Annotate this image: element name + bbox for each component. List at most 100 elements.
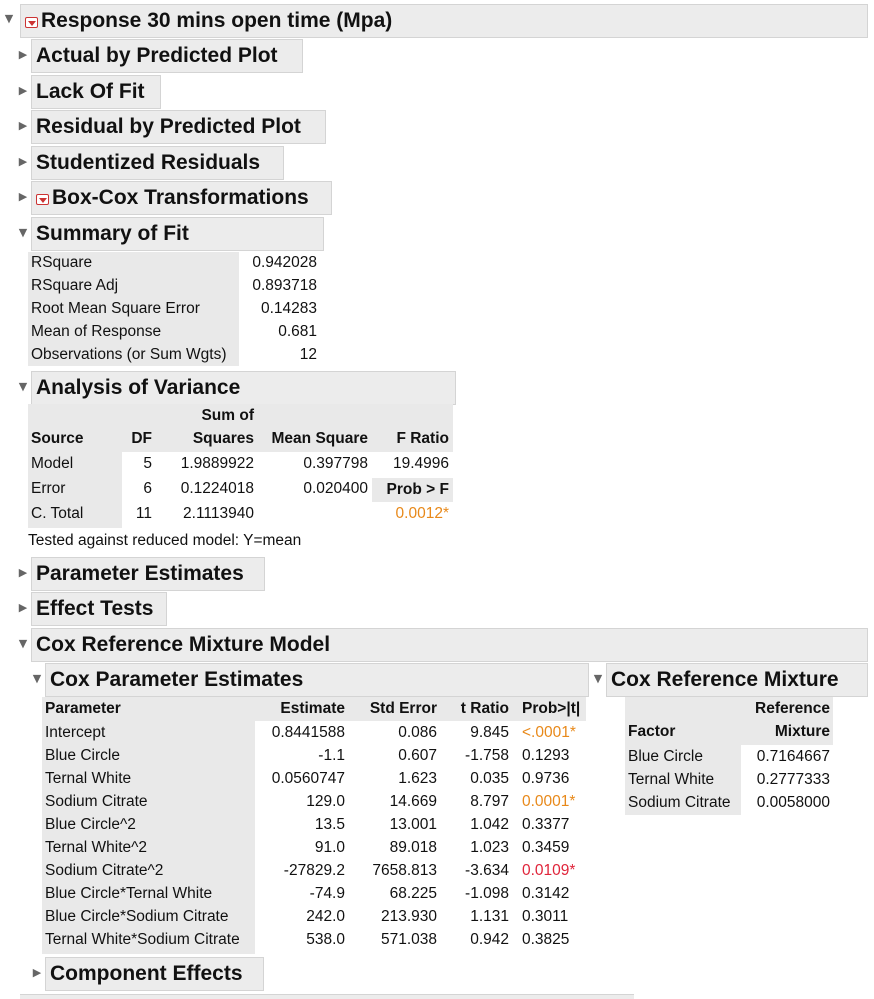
cox-t-ratio: 0.942 bbox=[470, 931, 509, 948]
anova-source: Error bbox=[31, 480, 66, 497]
summary-label-shade bbox=[28, 252, 239, 366]
anova-df: 5 bbox=[143, 455, 152, 472]
red-triangle-menu-icon[interactable] bbox=[36, 193, 49, 205]
disclosure-closed-icon[interactable]: ▶ bbox=[32, 966, 42, 979]
disclosure-closed-icon[interactable]: ▶ bbox=[18, 190, 28, 203]
section-label: Effect Tests bbox=[36, 597, 154, 620]
reference-factor: Sodium Citrate bbox=[628, 794, 731, 811]
cox-header-t-ratio: t Ratio bbox=[460, 700, 509, 717]
cox-prob-t: 0.3377 bbox=[522, 816, 570, 833]
cox-std-error: 0.086 bbox=[398, 724, 437, 741]
cox-estimate: -1.1 bbox=[318, 747, 345, 764]
section-actual-by-predicted[interactable]: Actual by Predicted Plot bbox=[31, 39, 303, 73]
section-label: Box-Cox Transformations bbox=[52, 186, 309, 209]
reference-value: 0.0058000 bbox=[756, 794, 830, 811]
cox-header-std-error: Std Error bbox=[369, 700, 437, 717]
cox-prob-t: 0.1293 bbox=[522, 747, 570, 764]
summary-value: 0.942028 bbox=[252, 254, 317, 271]
cox-prob-t: 0.3011 bbox=[522, 908, 569, 925]
disclosure-closed-icon[interactable]: ▶ bbox=[18, 84, 28, 97]
section-cox-model[interactable]: Cox Reference Mixture Model bbox=[31, 628, 868, 662]
disclosure-open-icon[interactable]: ▼ bbox=[18, 226, 28, 239]
summary-value: 0.681 bbox=[278, 323, 317, 340]
cox-parameter: Ternal White bbox=[45, 770, 132, 787]
cox-header-estimate: Estimate bbox=[280, 700, 345, 717]
cox-header-prob-t: Prob>|t| bbox=[522, 700, 581, 717]
cox-parameter: Ternal White^2 bbox=[45, 839, 148, 856]
anova-ss: 1.9889922 bbox=[180, 455, 254, 472]
anova-header-ss-bottom: Squares bbox=[192, 430, 254, 447]
disclosure-closed-icon[interactable]: ▶ bbox=[18, 601, 28, 614]
section-summary-of-fit[interactable]: Summary of Fit bbox=[31, 217, 324, 251]
cox-parameter: Sodium Citrate bbox=[45, 793, 148, 810]
section-parameter-estimates[interactable]: Parameter Estimates bbox=[31, 557, 265, 591]
disclosure-open-icon[interactable]: ▼ bbox=[32, 672, 42, 685]
section-effect-tests[interactable]: Effect Tests bbox=[31, 592, 167, 626]
anova-ss: 0.1224018 bbox=[180, 480, 254, 497]
section-analysis-of-variance[interactable]: Analysis of Variance bbox=[31, 371, 456, 405]
cox-estimate: -74.9 bbox=[309, 885, 345, 902]
cox-prob-t: 0.3142 bbox=[522, 885, 570, 902]
section-studentized-residuals[interactable]: Studentized Residuals bbox=[31, 146, 284, 180]
section-label: Analysis of Variance bbox=[36, 376, 241, 399]
section-lack-of-fit[interactable]: Lack Of Fit bbox=[31, 75, 161, 109]
reference-header-factor: Factor bbox=[628, 723, 676, 740]
report-title-header[interactable]: Response 30 mins open time (Mpa) bbox=[20, 4, 868, 38]
next-section-edge bbox=[20, 994, 634, 999]
disclosure-closed-icon[interactable]: ▶ bbox=[18, 155, 28, 168]
cox-std-error: 213.930 bbox=[380, 908, 437, 925]
section-label: Residual by Predicted Plot bbox=[36, 115, 301, 138]
reference-header-top: Reference bbox=[755, 700, 830, 717]
anova-ms: 0.397798 bbox=[303, 455, 368, 472]
anova-prob-f: 0.0012* bbox=[395, 505, 449, 522]
disclosure-closed-icon[interactable]: ▶ bbox=[18, 48, 28, 61]
cox-t-ratio: 9.845 bbox=[470, 724, 509, 741]
cox-t-ratio: -1.758 bbox=[465, 747, 509, 764]
disclosure-open-icon[interactable]: ▼ bbox=[18, 380, 28, 393]
section-residual-by-predicted[interactable]: Residual by Predicted Plot bbox=[31, 110, 326, 144]
anova-source: C. Total bbox=[31, 505, 84, 522]
cox-std-error: 89.018 bbox=[389, 839, 437, 856]
anova-header-ss-top: Sum of bbox=[201, 407, 254, 424]
anova-source-shade bbox=[28, 404, 122, 528]
cox-parameter: Blue Circle bbox=[45, 747, 120, 764]
reference-header-bottom: Mixture bbox=[774, 723, 830, 740]
reference-factor: Blue Circle bbox=[628, 748, 703, 765]
cox-prob-t: 0.9736 bbox=[522, 770, 570, 787]
cox-parameter: Ternal White*Sodium Citrate bbox=[45, 931, 240, 948]
cox-estimate: 0.8441588 bbox=[271, 724, 345, 741]
cox-std-error: 0.607 bbox=[398, 747, 437, 764]
disclosure-closed-icon[interactable]: ▶ bbox=[18, 566, 28, 579]
anova-header-source: Source bbox=[31, 430, 84, 447]
section-label: Summary of Fit bbox=[36, 222, 189, 245]
section-cox-reference-mixture[interactable]: Cox Reference Mixture bbox=[606, 663, 868, 697]
red-triangle-menu-icon[interactable] bbox=[25, 16, 38, 28]
anova-header-mean-square: Mean Square bbox=[271, 430, 368, 447]
summary-label: RSquare Adj bbox=[31, 277, 119, 294]
anova-header-df: DF bbox=[131, 430, 152, 447]
cox-std-error: 7658.813 bbox=[372, 862, 437, 879]
cox-t-ratio: 1.023 bbox=[470, 839, 509, 856]
cox-estimate: 129.0 bbox=[306, 793, 345, 810]
section-label: Parameter Estimates bbox=[36, 562, 244, 585]
anova-note: Tested against reduced model: Y=mean bbox=[28, 532, 302, 549]
section-component-effects[interactable]: Component Effects bbox=[45, 957, 264, 991]
anova-header-prob-f: Prob > F bbox=[386, 481, 449, 498]
section-box-cox[interactable]: Box-Cox Transformations bbox=[31, 181, 332, 215]
disclosure-open-icon[interactable]: ▼ bbox=[18, 637, 28, 650]
section-cox-parameter-estimates[interactable]: Cox Parameter Estimates bbox=[45, 663, 589, 697]
cox-estimates-param-shade bbox=[42, 721, 255, 954]
cox-std-error: 1.623 bbox=[398, 770, 437, 787]
anova-header-f-ratio: F Ratio bbox=[396, 430, 449, 447]
anova-ss: 2.1113940 bbox=[183, 505, 254, 522]
section-label: Lack Of Fit bbox=[36, 80, 145, 103]
cox-estimate: 242.0 bbox=[306, 908, 345, 925]
section-label: Cox Reference Mixture bbox=[611, 668, 839, 691]
disclosure-open-icon[interactable]: ▼ bbox=[4, 12, 14, 25]
summary-label: Root Mean Square Error bbox=[31, 300, 200, 317]
disclosure-open-icon[interactable]: ▼ bbox=[593, 672, 603, 685]
reference-factor-shade bbox=[625, 745, 741, 815]
disclosure-closed-icon[interactable]: ▶ bbox=[18, 119, 28, 132]
section-label: Cox Parameter Estimates bbox=[50, 668, 304, 691]
cox-parameter: Blue Circle*Sodium Citrate bbox=[45, 908, 229, 925]
